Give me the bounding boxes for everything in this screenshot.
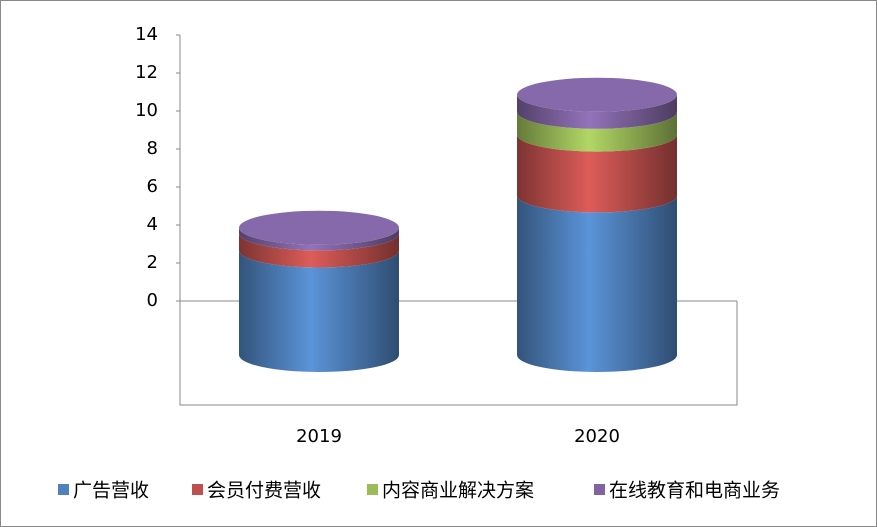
y-tick-label: 0 bbox=[147, 290, 158, 311]
legend-label: 内容商业解决方案 bbox=[382, 480, 534, 502]
cylinder-segment bbox=[517, 195, 677, 372]
cylinder-segment bbox=[517, 134, 677, 213]
x-tick-label: 2019 bbox=[296, 426, 342, 447]
y-tick-label: 12 bbox=[135, 62, 158, 83]
y-tick-label: 14 bbox=[135, 24, 158, 45]
legend-swatch bbox=[58, 484, 69, 495]
y-tick-label: 8 bbox=[147, 138, 158, 159]
cylinder-segment bbox=[239, 233, 399, 268]
y-tick-label: 10 bbox=[135, 100, 158, 121]
cylinder-top bbox=[239, 210, 399, 245]
legend-swatch bbox=[192, 484, 203, 495]
legend-swatch bbox=[594, 484, 605, 495]
y-tick-label: 4 bbox=[147, 214, 158, 235]
legend-label: 广告营收 bbox=[73, 480, 149, 502]
legend-label: 会员付费营收 bbox=[207, 480, 321, 502]
cylinder-segment bbox=[239, 250, 399, 372]
cylinder-top bbox=[517, 77, 677, 112]
floor bbox=[179, 301, 738, 406]
x-tick-label: 2020 bbox=[574, 426, 620, 447]
legend-swatch bbox=[367, 484, 378, 495]
y-tick-label: 2 bbox=[147, 252, 158, 273]
cylinder-segment bbox=[517, 111, 677, 152]
legend-label: 在线教育和电商业务 bbox=[609, 480, 780, 502]
cylinder-segment bbox=[239, 227, 399, 251]
y-tick-label: 6 bbox=[147, 176, 158, 197]
cylinder-segment bbox=[517, 94, 677, 129]
